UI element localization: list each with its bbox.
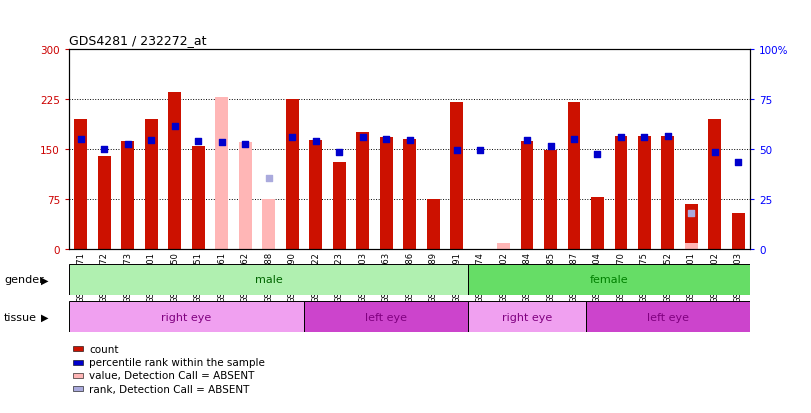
Bar	[468, 264, 750, 295]
Point	[403, 138, 416, 144]
Text: ▶: ▶	[41, 312, 49, 322]
Bar	[75, 120, 87, 250]
Text: female: female	[590, 275, 629, 285]
Text: count: count	[89, 344, 118, 354]
Bar	[662, 136, 675, 250]
Bar	[191, 146, 204, 250]
Text: rank, Detection Call = ABSENT: rank, Detection Call = ABSENT	[89, 384, 250, 394]
Bar	[168, 93, 181, 250]
Point	[450, 148, 463, 154]
Point	[685, 210, 698, 216]
Bar	[69, 264, 468, 295]
Text: left eye: left eye	[647, 312, 689, 322]
Bar	[638, 136, 651, 250]
Bar	[732, 213, 744, 250]
Bar	[586, 301, 750, 332]
Bar	[615, 136, 628, 250]
Bar	[238, 143, 251, 250]
Text: gender: gender	[4, 275, 44, 285]
Bar	[468, 301, 586, 332]
Text: tissue: tissue	[4, 312, 37, 322]
Point	[474, 148, 487, 154]
Bar	[380, 138, 393, 250]
Bar	[497, 243, 510, 250]
Point	[74, 136, 87, 143]
Point	[333, 150, 345, 157]
Point	[215, 140, 228, 146]
Point	[168, 123, 181, 130]
Bar	[685, 204, 698, 250]
Bar	[333, 163, 345, 250]
Point	[591, 152, 604, 158]
Bar	[427, 200, 440, 250]
Point	[121, 141, 134, 148]
Text: GDS4281 / 232272_at: GDS4281 / 232272_at	[69, 34, 207, 47]
Bar	[450, 103, 463, 250]
Bar	[285, 100, 298, 250]
Bar	[709, 120, 722, 250]
Point	[662, 133, 675, 140]
Bar	[69, 301, 304, 332]
Point	[521, 138, 534, 144]
Point	[732, 160, 745, 166]
Point	[309, 138, 322, 145]
Point	[356, 134, 369, 141]
Bar	[97, 157, 110, 250]
Bar	[215, 97, 228, 250]
Text: left eye: left eye	[365, 312, 407, 322]
Bar	[403, 140, 416, 250]
Text: right eye: right eye	[502, 312, 552, 322]
Text: right eye: right eye	[161, 312, 212, 322]
Point	[262, 175, 275, 182]
Point	[568, 136, 581, 143]
Bar	[304, 301, 468, 332]
Point	[285, 134, 298, 141]
Point	[638, 134, 651, 141]
Bar	[121, 142, 134, 250]
Bar	[262, 200, 275, 250]
Bar	[685, 243, 698, 250]
Bar	[591, 198, 604, 250]
Point	[191, 138, 204, 145]
Bar	[356, 133, 369, 250]
Bar	[521, 142, 534, 250]
Point	[709, 150, 722, 157]
Bar	[544, 151, 557, 250]
Point	[144, 138, 157, 144]
Bar	[568, 103, 581, 250]
Point	[380, 136, 393, 143]
Point	[238, 141, 251, 148]
Point	[544, 143, 557, 150]
Bar	[309, 141, 322, 250]
Text: value, Detection Call = ABSENT: value, Detection Call = ABSENT	[89, 370, 255, 380]
Point	[97, 147, 110, 153]
Bar	[144, 120, 157, 250]
Text: ▶: ▶	[41, 275, 49, 285]
Text: percentile rank within the sample: percentile rank within the sample	[89, 357, 265, 367]
Point	[615, 134, 628, 141]
Text: male: male	[255, 275, 282, 285]
